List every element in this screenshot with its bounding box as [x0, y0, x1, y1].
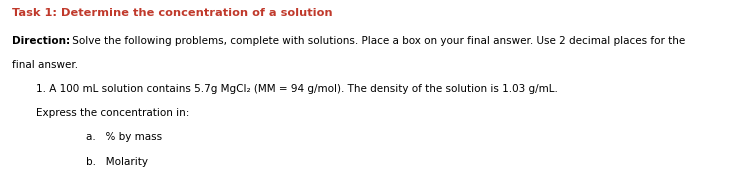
Text: Solve the following problems, complete with solutions. Place a box on your final: Solve the following problems, complete w… — [69, 36, 686, 46]
Text: Direction:: Direction: — [12, 36, 70, 46]
Text: a.   % by mass: a. % by mass — [86, 132, 162, 142]
Text: Express the concentration in:: Express the concentration in: — [36, 108, 189, 118]
Text: 1. A 100 mL solution contains 5.7g MgCl₂ (MM = 94 g/mol). The density of the sol: 1. A 100 mL solution contains 5.7g MgCl₂… — [36, 84, 558, 94]
Text: b.   Molarity: b. Molarity — [86, 157, 148, 167]
Text: final answer.: final answer. — [12, 60, 78, 70]
Text: Task 1: Determine the concentration of a solution: Task 1: Determine the concentration of a… — [12, 8, 333, 18]
